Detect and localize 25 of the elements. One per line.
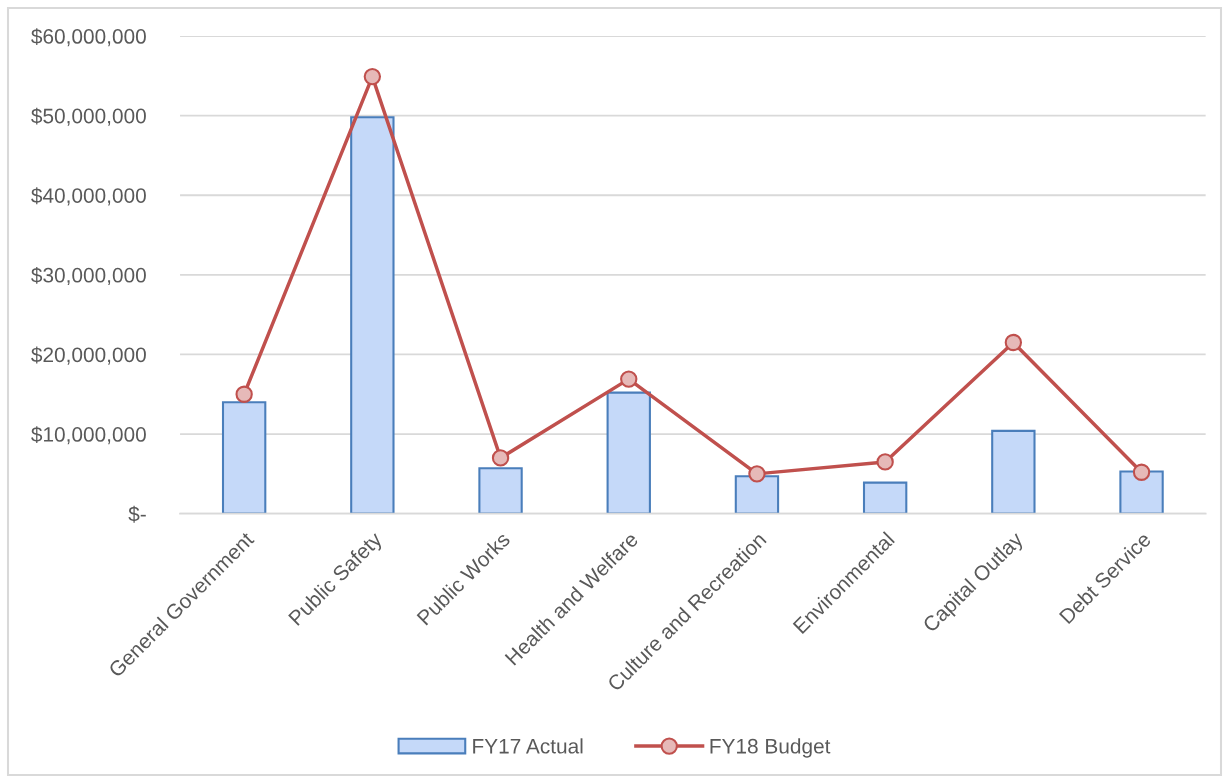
y-tick-label: $50,000,000 bbox=[31, 107, 146, 126]
point bbox=[620, 370, 638, 388]
bar bbox=[991, 429, 1036, 514]
point bbox=[363, 67, 382, 86]
bar bbox=[478, 467, 523, 514]
legend-label: FY17 Actual bbox=[473, 738, 583, 754]
point bbox=[1132, 463, 1151, 481]
point bbox=[235, 385, 253, 403]
y-tick-label: $10,000,000 bbox=[31, 426, 146, 445]
point bbox=[1004, 333, 1023, 352]
legend-label: FY18 Budget bbox=[710, 738, 831, 758]
y-tick-label: $- bbox=[128, 505, 146, 523]
y-tick-label: $20,000,000 bbox=[31, 346, 146, 365]
y-tick-label: $40,000,000 bbox=[31, 187, 146, 206]
bar bbox=[350, 116, 395, 514]
y-tick-label: $30,000,000 bbox=[31, 266, 146, 286]
point bbox=[491, 449, 510, 467]
bar bbox=[606, 391, 651, 514]
point bbox=[876, 453, 894, 471]
bar bbox=[862, 481, 908, 514]
bar bbox=[221, 401, 267, 514]
y-tick-label: $60,000,000 bbox=[31, 28, 146, 47]
point bbox=[748, 465, 766, 483]
bar bbox=[734, 475, 780, 514]
bar bbox=[1119, 470, 1164, 514]
